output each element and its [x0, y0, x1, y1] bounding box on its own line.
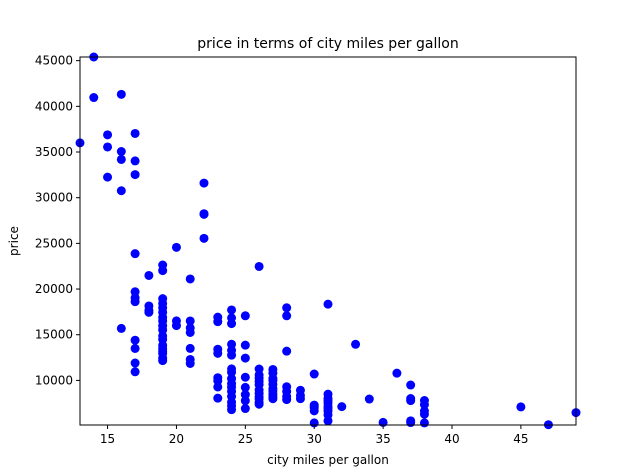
- data-point: [227, 350, 237, 360]
- y-tick-label: 35000: [35, 145, 73, 159]
- y-tick-label: 40000: [35, 99, 73, 113]
- data-point: [240, 396, 250, 406]
- data-point: [185, 327, 195, 337]
- data-point: [130, 170, 140, 180]
- data-point: [240, 382, 250, 392]
- data-point: [185, 359, 195, 368]
- data-point: [103, 142, 113, 152]
- data-point: [240, 390, 250, 400]
- x-tick-label: 30: [307, 432, 322, 446]
- data-point: [185, 316, 195, 326]
- plot-frame: [79, 56, 577, 426]
- data-point: [103, 172, 113, 182]
- x-tick-label: 40: [444, 432, 459, 446]
- data-point: [240, 372, 250, 382]
- chart-title: price in terms of city miles per gallon: [197, 36, 458, 52]
- data-point: [199, 178, 209, 188]
- data-point: [130, 358, 140, 368]
- data-point: [227, 367, 237, 377]
- data-point: [282, 303, 292, 313]
- data-point: [323, 416, 333, 426]
- y-tick-label: 20000: [35, 282, 73, 296]
- x-axis: 15 20 25 30 35 40 45: [100, 425, 529, 446]
- y-tick-label: 15000: [35, 328, 73, 342]
- data-point: [309, 369, 319, 379]
- data-point: [419, 400, 429, 410]
- data-point: [199, 233, 209, 243]
- data-point: [254, 261, 264, 271]
- data-point: [116, 186, 126, 196]
- data-point: [337, 402, 347, 412]
- x-axis-label: city miles per gallon: [267, 453, 389, 467]
- y-tick-label: 30000: [35, 191, 73, 205]
- data-point: [171, 321, 181, 331]
- data-point: [199, 209, 209, 219]
- data-point: [392, 368, 402, 378]
- data-point: [254, 399, 264, 409]
- points-layer: [75, 52, 581, 430]
- x-tick-label: 35: [375, 432, 390, 446]
- x-tick-label: 45: [513, 432, 528, 446]
- data-point: [227, 305, 237, 315]
- data-point: [227, 319, 237, 329]
- data-point: [406, 396, 416, 406]
- x-tick-label: 25: [238, 432, 253, 446]
- data-point: [116, 323, 126, 333]
- data-point: [419, 418, 429, 428]
- data-point: [171, 242, 181, 252]
- data-point: [103, 130, 113, 140]
- data-point: [130, 156, 140, 166]
- data-point: [282, 346, 292, 356]
- data-point: [213, 317, 223, 327]
- x-tick-label: 15: [100, 432, 115, 446]
- y-tick-label: 25000: [35, 236, 73, 250]
- y-tick-label: 10000: [35, 373, 73, 387]
- plot-area: [80, 57, 576, 425]
- data-point: [240, 353, 250, 363]
- data-point: [351, 339, 361, 349]
- data-point: [144, 307, 154, 317]
- data-point: [419, 409, 429, 419]
- data-point: [185, 274, 195, 284]
- data-point: [406, 380, 416, 390]
- data-point: [130, 367, 140, 377]
- data-point: [116, 147, 126, 156]
- data-point: [130, 128, 140, 138]
- data-point: [295, 394, 305, 404]
- data-point: [130, 335, 140, 345]
- data-point: [406, 418, 416, 428]
- data-point: [364, 394, 374, 404]
- data-point: [240, 311, 250, 321]
- x-tick-label: 20: [169, 432, 184, 446]
- y-tick-label: 45000: [35, 54, 73, 68]
- data-point: [227, 405, 237, 415]
- data-point: [268, 394, 278, 404]
- data-point: [323, 299, 333, 309]
- data-point: [213, 382, 223, 392]
- data-point: [309, 406, 319, 416]
- data-point: [185, 343, 195, 353]
- data-point: [130, 343, 140, 353]
- data-point: [130, 249, 140, 259]
- data-point: [213, 393, 223, 403]
- data-point: [240, 340, 250, 350]
- data-point: [144, 270, 154, 280]
- y-axis-label: price: [7, 226, 21, 256]
- data-point: [213, 376, 223, 386]
- data-point: [240, 404, 250, 414]
- data-point: [116, 89, 126, 99]
- data-point: [89, 93, 99, 103]
- data-point: [158, 356, 168, 366]
- y-axis: 10000 15000 20000 25000 30000 35000 40000 45000: [35, 54, 80, 387]
- data-point: [282, 395, 292, 405]
- data-point: [158, 266, 168, 276]
- data-point: [213, 348, 223, 358]
- data-point: [130, 297, 140, 307]
- data-point: [282, 311, 292, 321]
- data-point: [516, 402, 526, 412]
- data-point: [116, 154, 126, 164]
